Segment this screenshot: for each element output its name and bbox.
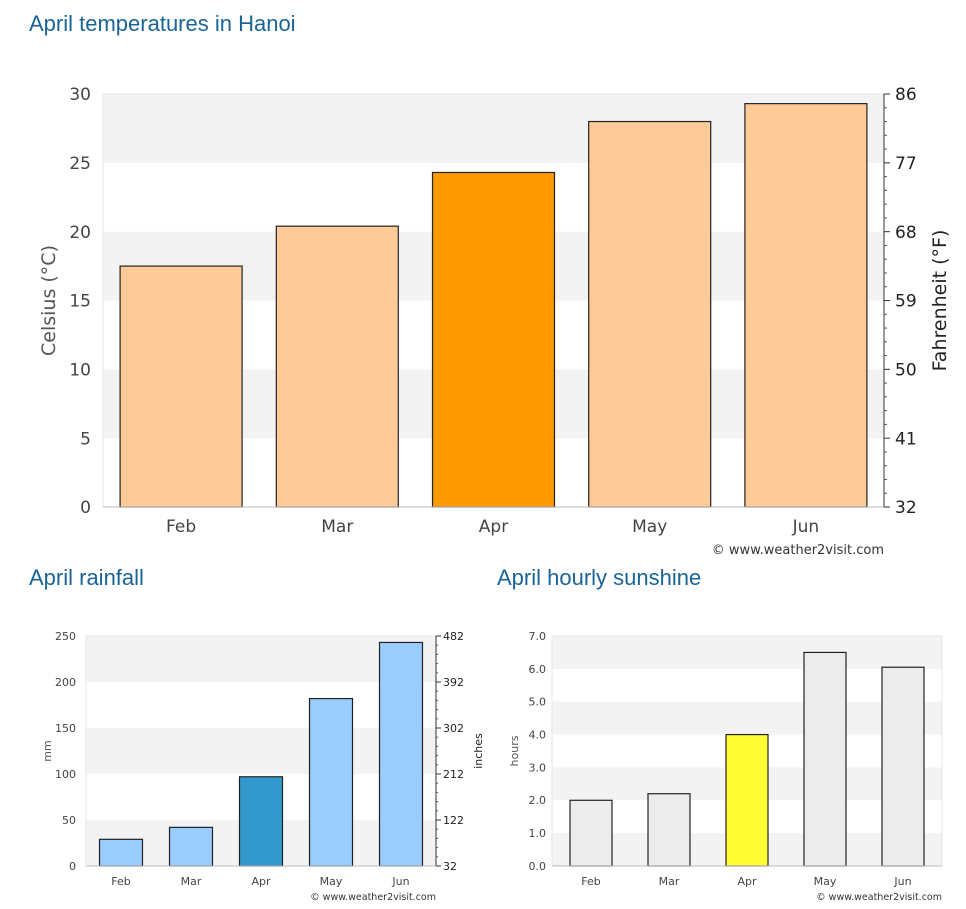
sun-y-tick-label: 4.0 (529, 729, 547, 742)
sun-y-tick-label: 3.0 (529, 761, 547, 774)
sun-bar-feb (569, 799, 613, 867)
sun-y-tick-label: 7.0 (529, 630, 547, 643)
sun-x-tick-label: Jun (893, 875, 911, 888)
temp-credit: © www.weather2visit.com (712, 543, 884, 558)
rain-bar-mar (168, 826, 214, 867)
rain-y-right-axis-title: inches (472, 733, 485, 769)
sun-bar-apr (725, 733, 769, 867)
sun-grid-band (552, 767, 942, 801)
rain-x-tick-label: Apr (251, 875, 271, 888)
temp-x-tick-label: Jun (792, 517, 820, 537)
temp-bar-apr (431, 171, 556, 508)
rain-bar-feb (98, 838, 144, 867)
rain-y-right-tick-label: 302 (443, 722, 464, 735)
temp-y-tick-label: 25 (69, 154, 91, 174)
temp-y-right-tick-label: 77 (895, 154, 917, 174)
rain-y-right-tick-label: 122 (443, 814, 464, 827)
temp-y-axis-title: Celsius (°C) (38, 245, 60, 356)
temp-y-tick-label: 5 (80, 429, 91, 449)
temp-y-tick-label: 30 (69, 85, 91, 105)
rain-grid-band (86, 636, 436, 682)
temp-bar-feb (119, 265, 243, 508)
rain-y-right-tick-label: 392 (443, 676, 464, 689)
sun-y-tick-label: 2.0 (529, 794, 547, 807)
temp-y-right-tick-label: 41 (895, 429, 917, 449)
temp-x-tick-label: Mar (321, 517, 353, 537)
sun-credit: © www.weather2visit.com (816, 892, 942, 903)
sun-bar-jun (881, 666, 925, 867)
temp-bar-jun (744, 103, 868, 508)
temp-plot-frame (102, 93, 885, 508)
temp-x-tick-label: May (632, 517, 667, 537)
sun-x-tick-label: Apr (737, 875, 757, 888)
rain-y-tick-label: 0 (69, 860, 76, 873)
temp-y-right-tick-label: 86 (895, 85, 917, 105)
temp-bar-mar (275, 225, 399, 508)
sunshine-chart-heading: April hourly sunshine (497, 565, 702, 590)
sun-grid-band (552, 636, 942, 669)
sun-y-tick-label: 1.0 (529, 827, 547, 840)
sun-y-tick-label: 5.0 (529, 696, 547, 709)
temp-y-right-tick-label: 59 (895, 292, 917, 312)
rain-x-tick-label: Feb (111, 875, 130, 888)
temp-y-tick-label: 10 (69, 360, 91, 380)
temp-y-right-tick-label: 50 (895, 360, 917, 380)
sun-y-tick-label: 6.0 (529, 663, 547, 676)
rain-y-tick-label: 50 (62, 814, 76, 827)
rain-credit: © www.weather2visit.com (310, 892, 436, 903)
rainfall-chart-heading: April rainfall (29, 565, 144, 590)
sun-x-tick-label: Feb (581, 875, 600, 888)
sun-bar-may (803, 651, 847, 867)
sun-plot-frame (551, 635, 943, 867)
sun-y-tick-label: 0.0 (529, 860, 547, 873)
rain-x-tick-label: Mar (181, 875, 202, 888)
rain-y-tick-label: 200 (55, 676, 76, 689)
temp-grid-band (103, 369, 884, 439)
temp-bar-may (588, 120, 712, 508)
temp-y-right-axis-title: Fahrenheit (°F) (929, 230, 951, 372)
rain-bar-apr (238, 776, 284, 867)
temperature-chart-heading: April temperatures in Hanoi (29, 11, 296, 36)
rain-y-tick-label: 250 (55, 630, 76, 643)
temp-grid-band (103, 94, 884, 163)
rain-y-tick-label: 150 (55, 722, 76, 735)
rain-x-tick-label: May (320, 875, 343, 888)
temp-y-right-tick-label: 68 (895, 223, 917, 243)
rain-grid-band (86, 728, 436, 774)
rain-x-tick-label: Jun (391, 875, 409, 888)
temp-y-tick-label: 0 (80, 498, 91, 518)
rain-y-tick-label: 100 (55, 768, 76, 781)
temp-x-tick-label: Feb (166, 517, 196, 537)
temp-y-tick-label: 20 (69, 223, 91, 243)
temp-y-right-tick-label: 32 (895, 498, 917, 518)
sun-x-tick-label: May (814, 875, 837, 888)
rain-bar-jun (378, 641, 424, 867)
sun-grid-band (552, 833, 942, 866)
rain-bar-may (308, 697, 354, 867)
rain-y-axis-title: mm (41, 740, 54, 761)
sun-x-tick-label: Mar (659, 875, 680, 888)
sun-bar-mar (647, 793, 691, 867)
sun-grid-band (552, 701, 942, 735)
sun-y-axis-title: hours (508, 735, 521, 766)
rain-y-right-tick-label: 212 (443, 768, 464, 781)
temp-grid-band (103, 231, 884, 301)
rain-grid-band (86, 820, 436, 866)
temp-y-tick-label: 15 (69, 292, 91, 312)
temp-x-tick-label: Apr (479, 517, 508, 537)
rain-y-right-tick-label: 32 (443, 860, 457, 873)
rain-plot-frame (85, 635, 437, 867)
rain-y-right-tick-label: 482 (443, 630, 464, 643)
